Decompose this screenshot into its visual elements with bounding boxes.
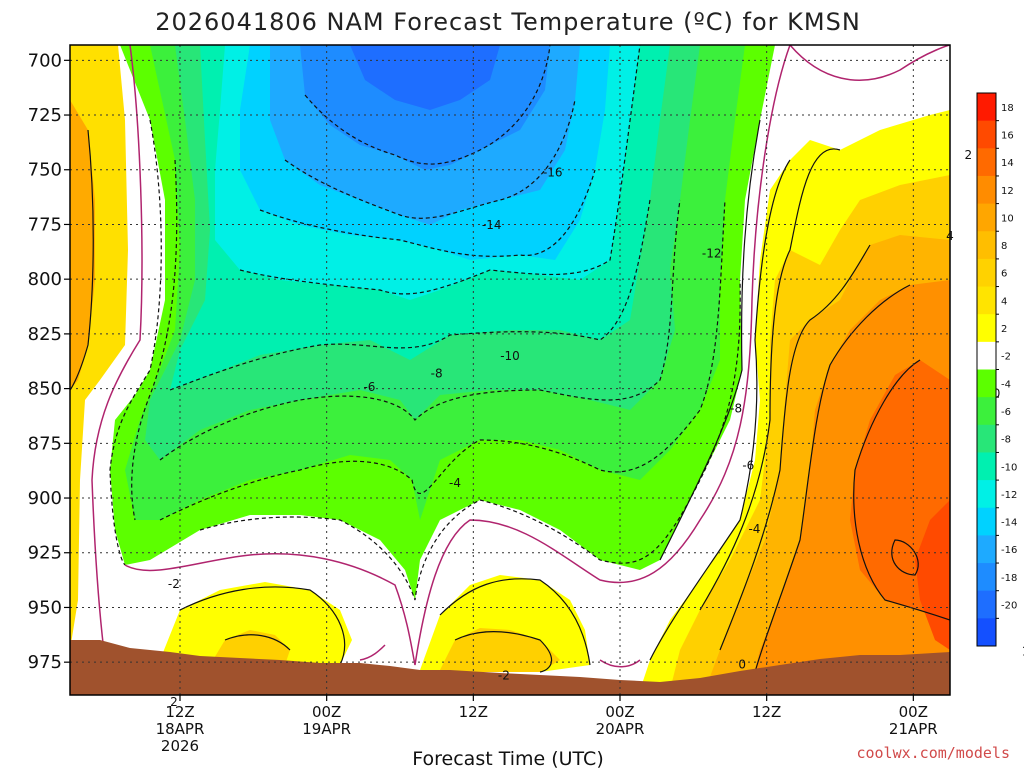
x-tick-label: 00Z xyxy=(605,703,634,721)
terrain xyxy=(70,640,950,695)
grid xyxy=(70,45,950,695)
colorbar-label: -16 xyxy=(1001,545,1017,556)
colorbar-label: -20 xyxy=(1001,601,1017,612)
y-tick-label: 850 xyxy=(28,379,62,400)
x-tick-label: 21APR xyxy=(889,720,938,738)
colorbar-label: -12 xyxy=(1001,490,1017,501)
y-tick-label: 725 xyxy=(28,105,62,126)
band-warm-right-deepred xyxy=(915,500,950,650)
colorbar-swatch xyxy=(977,175,996,205)
contour-label: -4 xyxy=(449,476,461,490)
x-tick-label: 12Z xyxy=(752,703,781,721)
credit-text: coolwx.com/models xyxy=(856,744,1010,762)
colorbar-swatch xyxy=(977,93,996,122)
colorbar-swatch xyxy=(977,535,996,564)
contour-label: 2 xyxy=(170,695,178,709)
colorbar-swatch xyxy=(977,563,996,592)
colorbar-swatch xyxy=(977,397,996,426)
x-tick-label: 12Z xyxy=(165,703,194,721)
contour-label: -14 xyxy=(482,218,502,232)
contour-label: -4 xyxy=(748,522,760,536)
colorbar-swatch xyxy=(977,286,996,315)
band-lowlevel-orange xyxy=(440,628,560,672)
colorbar-swatch xyxy=(977,452,996,481)
chart-title: 2026041806 NAM Forecast Temperature (ºC)… xyxy=(155,8,861,36)
colorbar-label: 16 xyxy=(1001,130,1014,141)
colorbar-label: -14 xyxy=(1001,518,1017,529)
colorbar-label: -6 xyxy=(1001,407,1011,418)
x-tick-label: 2026 xyxy=(161,737,199,755)
colorbar-label: 14 xyxy=(1001,158,1014,169)
contour-label: -10 xyxy=(500,349,520,363)
colorbar-swatch xyxy=(977,507,996,536)
y-tick-label: 775 xyxy=(28,214,62,235)
y-tick-label: 975 xyxy=(28,652,62,673)
colorbar-swatch xyxy=(977,590,996,619)
colorbar-label: 4 xyxy=(1001,296,1007,307)
colorbar-label: -2 xyxy=(1001,352,1011,363)
contour-label: -16 xyxy=(543,165,563,179)
contour-label: -6 xyxy=(742,459,754,473)
colorbar-swatch xyxy=(977,480,996,509)
y-tick-label: 900 xyxy=(28,488,62,509)
contour-label: -12 xyxy=(702,246,722,260)
colorbar-label: 6 xyxy=(1001,269,1007,280)
x-axis-label: Forecast Time (UTC) xyxy=(412,748,603,768)
y-tick-label: 750 xyxy=(28,160,62,181)
colorbar-swatch xyxy=(977,618,996,647)
x-tick-label: 00Z xyxy=(899,703,928,721)
colorbar-swatch xyxy=(977,369,996,398)
y-tick-label: 700 xyxy=(28,50,62,71)
colorbar-swatch xyxy=(977,203,996,232)
contour-label: 2 xyxy=(965,148,973,162)
plot-area xyxy=(70,45,950,695)
colorbar-label: -4 xyxy=(1001,379,1011,390)
colorbar-swatch xyxy=(977,341,996,370)
y-axis: 700 725 750 775 800 825 850 875 900 925 950 975 xyxy=(28,50,70,673)
y-tick-label: 875 xyxy=(28,433,62,454)
plot-frame xyxy=(69,44,951,696)
colorbar-swatch xyxy=(977,120,996,149)
colorbar-label: 8 xyxy=(1001,241,1007,252)
contour-label: -8 xyxy=(730,402,742,416)
band-cold-blue-dark xyxy=(350,45,500,110)
colorbar-swatch xyxy=(977,424,996,453)
contour-labels: 2 -16 -14 -12 4 6 -10 -8 -6 -8 10 -6 -4 -4 -2 12 10 0 -2 2 xyxy=(168,148,1024,709)
contour-label: -6 xyxy=(363,380,375,394)
colorbar: 18 16 14 12 10 8 6 4 2 -2 -4 -6 -8 -10 -12 -14 -16 -18 -20 xyxy=(976,92,1017,647)
x-tick-label: 12Z xyxy=(459,703,488,721)
colorbar-label: -10 xyxy=(1001,462,1017,473)
colorbar-label: -18 xyxy=(1001,573,1017,584)
colorbar-swatch xyxy=(977,231,996,260)
x-tick-label: 00Z xyxy=(312,703,341,721)
contour-label: -8 xyxy=(431,367,443,381)
colorbar-swatch xyxy=(977,314,996,343)
contour-label: -2 xyxy=(498,669,510,683)
colorbar-label: -8 xyxy=(1001,435,1011,446)
x-tick-label: 19APR xyxy=(302,720,351,738)
x-tick-label: 20APR xyxy=(596,720,645,738)
colorbar-swatch xyxy=(977,258,996,288)
y-tick-label: 825 xyxy=(28,324,62,345)
colorbar-label: 12 xyxy=(1001,186,1014,197)
y-tick-label: 925 xyxy=(28,543,62,564)
x-tick-label: 18APR xyxy=(156,720,205,738)
y-tick-label: 800 xyxy=(28,269,62,290)
zero-isotherm xyxy=(91,45,950,668)
colorbar-swatch xyxy=(977,148,996,177)
contour-label: 0 xyxy=(738,658,746,672)
colorbar-label: 18 xyxy=(1001,103,1014,114)
colorbar-label: 10 xyxy=(1001,213,1014,224)
contour-label: 4 xyxy=(946,229,954,243)
contour-label: -2 xyxy=(168,577,180,591)
contour-label: 10 xyxy=(1022,645,1024,659)
band-warm-left-inner xyxy=(70,100,95,390)
band-lowlevel-yellow xyxy=(160,582,352,668)
contour-lines xyxy=(70,45,950,691)
y-tick-label: 950 xyxy=(28,597,62,618)
colorbar-label: 2 xyxy=(1001,324,1007,335)
